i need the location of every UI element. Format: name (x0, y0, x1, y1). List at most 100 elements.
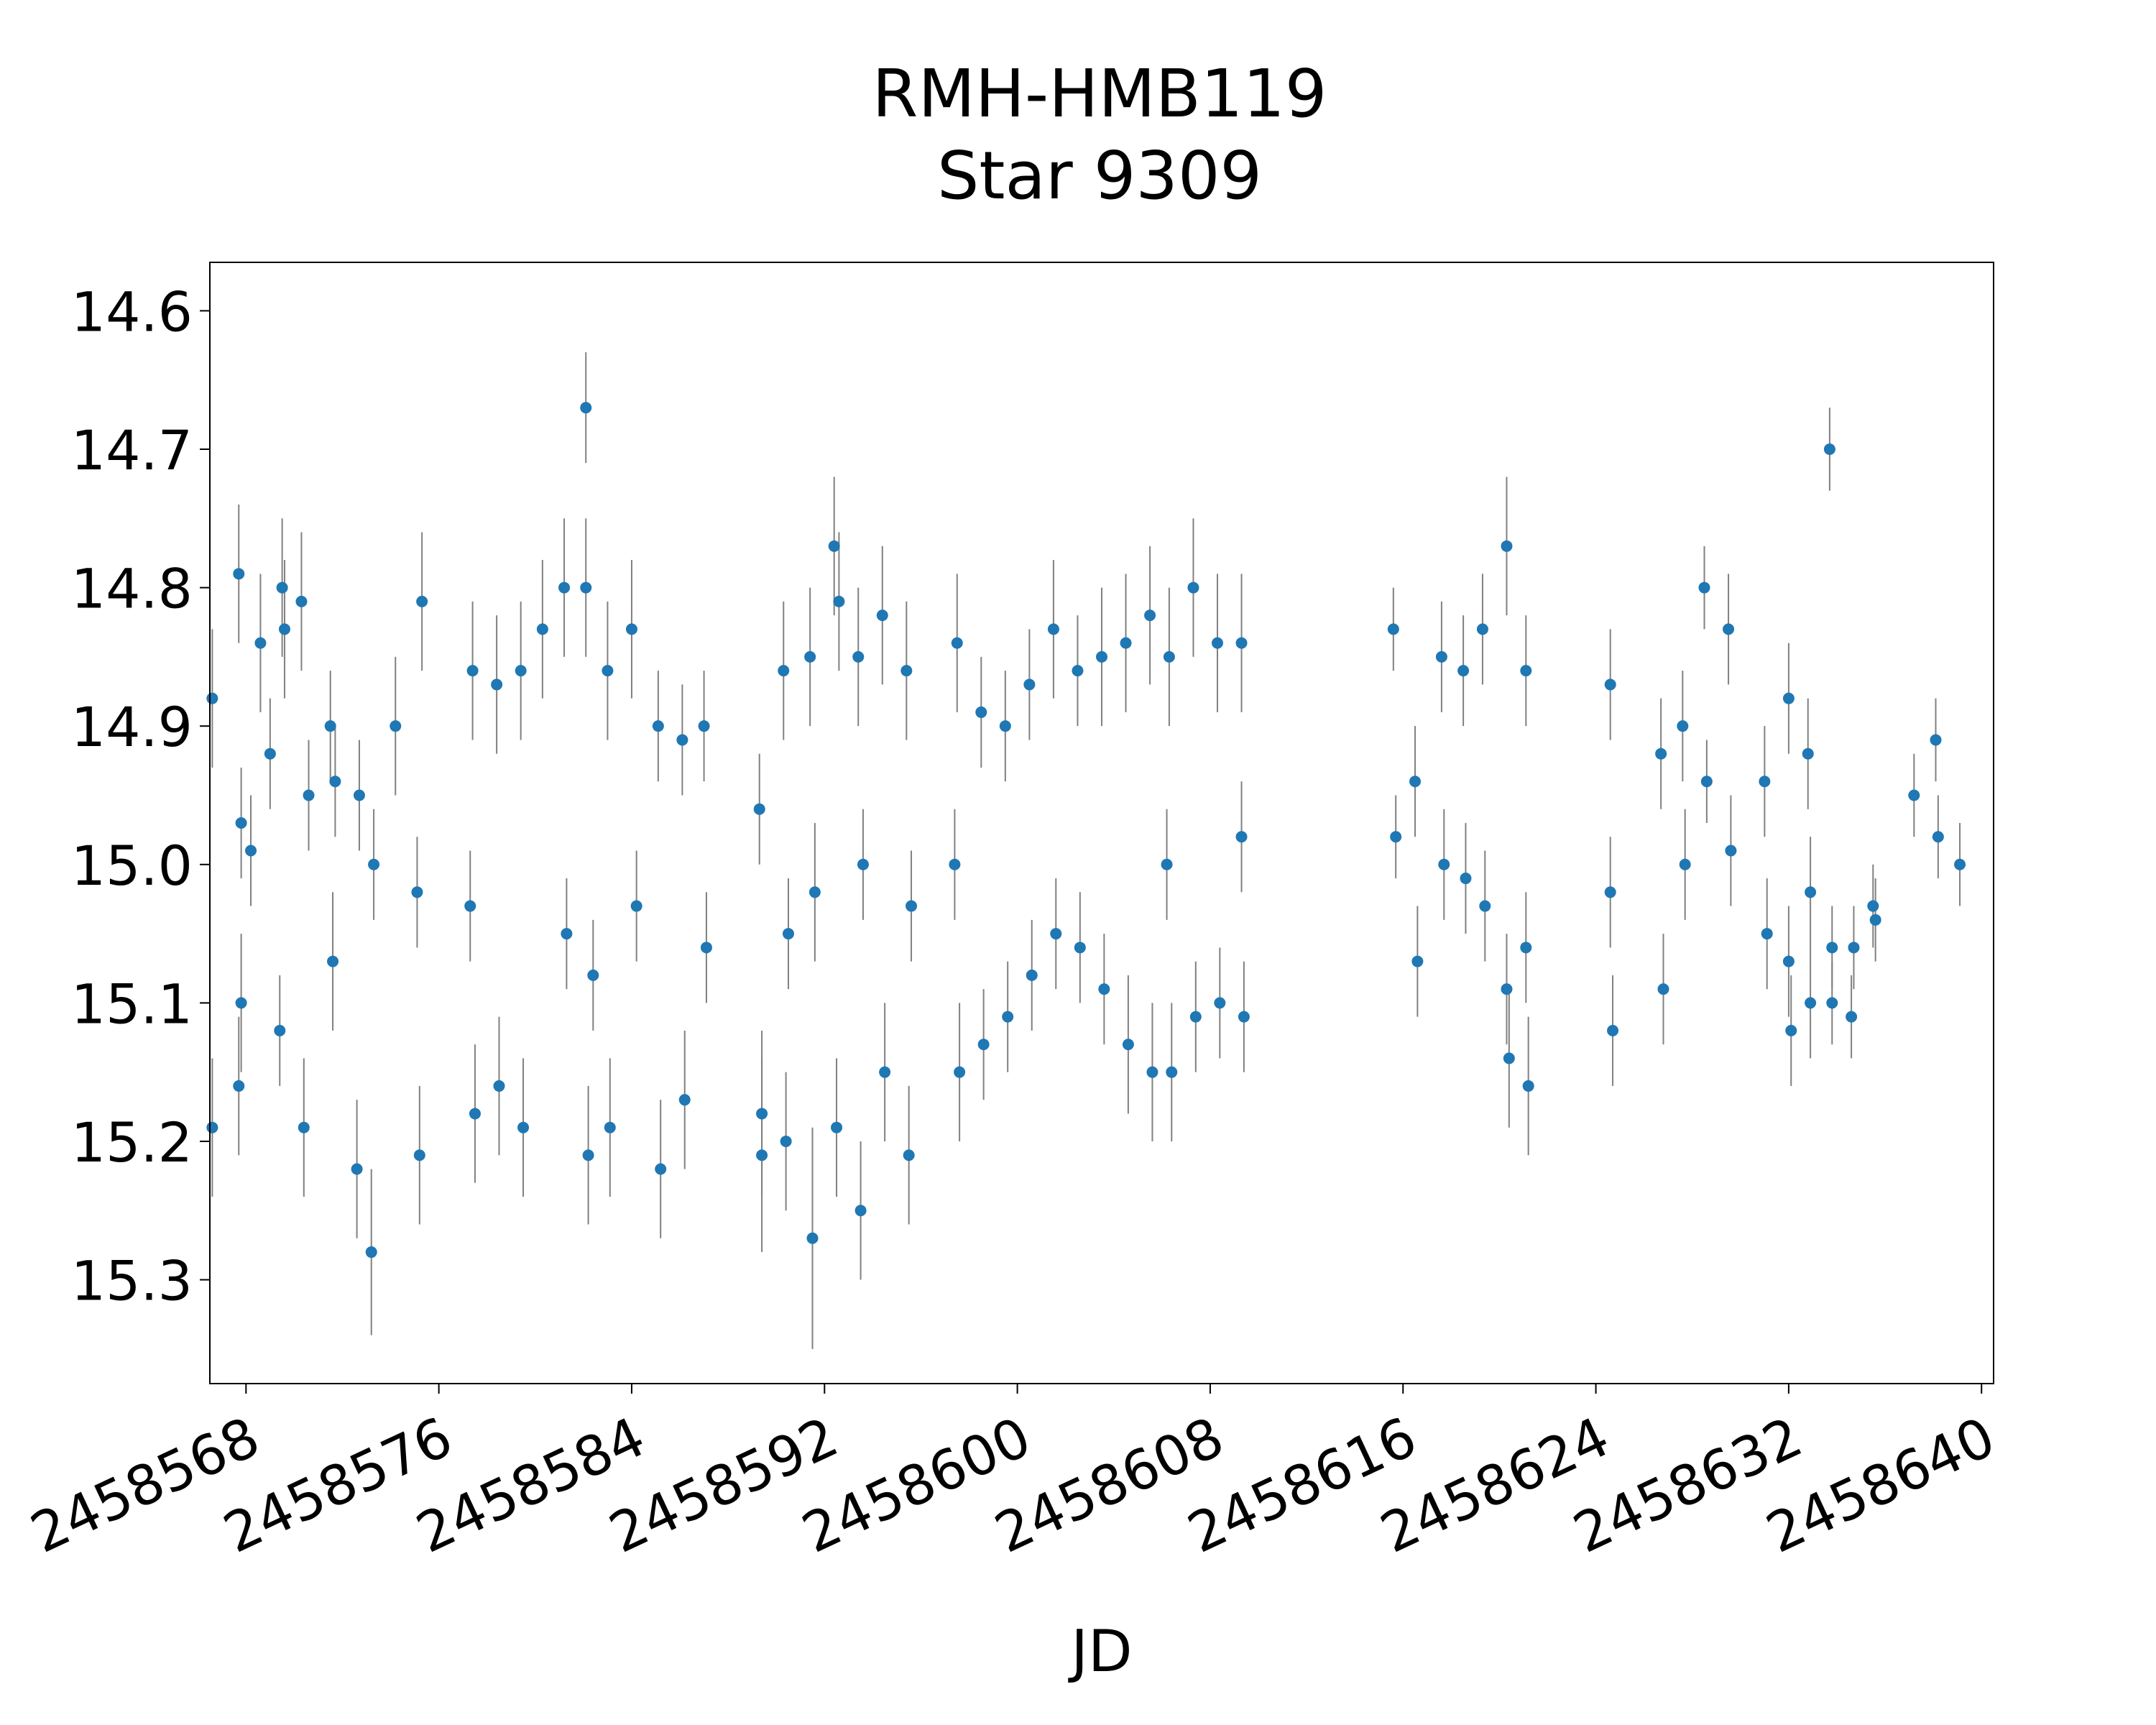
data-point (951, 637, 963, 649)
data-point (1908, 789, 1920, 801)
data-point (833, 595, 845, 607)
data-point (1805, 997, 1817, 1009)
data-point (652, 720, 664, 732)
data-point (1002, 1011, 1014, 1023)
data-point (1954, 858, 1966, 870)
data-point (353, 789, 365, 801)
data-point (1214, 997, 1226, 1009)
data-point (536, 623, 548, 635)
data-point (753, 803, 765, 815)
data-point (324, 720, 336, 732)
data-point (1677, 720, 1689, 732)
data-point (1235, 831, 1248, 843)
data-point (329, 776, 341, 788)
data-point (806, 1232, 819, 1244)
data-point (808, 886, 821, 898)
data-point (303, 789, 315, 801)
data-point (1211, 637, 1223, 649)
data-point (1435, 650, 1447, 663)
data-point (1501, 540, 1513, 552)
data-point (561, 928, 573, 940)
data-point (1846, 1011, 1858, 1023)
data-point (1166, 1066, 1178, 1078)
chart-subtitle: Star 9309 (937, 137, 1262, 214)
data-point (233, 1080, 245, 1092)
data-point (1805, 886, 1817, 898)
data-point (235, 817, 247, 829)
data-point (295, 595, 308, 607)
data-point (351, 1163, 363, 1175)
data-point (206, 692, 218, 704)
data-point (469, 1108, 481, 1120)
y-tick-label: 15.2 (71, 1110, 193, 1174)
data-point (235, 997, 247, 1009)
data-point (857, 858, 869, 870)
y-tick-label: 14.6 (71, 280, 193, 344)
data-point (1120, 637, 1132, 649)
data-point (756, 1108, 768, 1120)
data-point (368, 858, 380, 870)
data-point (580, 581, 592, 594)
data-point (1163, 650, 1175, 663)
data-point (274, 1024, 286, 1036)
data-point (206, 1121, 218, 1133)
data-point (298, 1121, 310, 1133)
data-point (1387, 623, 1399, 635)
data-point (1476, 623, 1488, 635)
data-point (1657, 983, 1669, 995)
data-point (903, 1149, 915, 1162)
data-point (778, 665, 790, 677)
data-point (411, 886, 423, 898)
data-point (587, 969, 599, 981)
data-point (1522, 1080, 1534, 1092)
data-point (879, 1066, 891, 1078)
data-point (1826, 997, 1838, 1009)
data-point (1146, 1066, 1158, 1078)
y-tick-label: 14.8 (71, 557, 193, 621)
data-point (1501, 983, 1513, 995)
data-point (278, 623, 290, 635)
y-axis: 14.6 14.7 14.8 14.9 15.0 15.1 15.2 15.3 (71, 280, 210, 1313)
data-point (1869, 914, 1881, 926)
data-point (655, 1163, 667, 1175)
data-point (264, 748, 276, 760)
data-point (1604, 678, 1616, 691)
data-point (1655, 748, 1667, 760)
data-point (1604, 886, 1616, 898)
data-point (1411, 955, 1424, 967)
data-point (493, 1080, 505, 1092)
data-point (1096, 650, 1107, 663)
chart-title: RMH-HMB119 (872, 55, 1327, 132)
data-point (1050, 928, 1062, 940)
data-point (365, 1246, 377, 1259)
data-point (1723, 623, 1735, 635)
data-point (245, 845, 257, 857)
data-point (756, 1149, 768, 1162)
data-point (906, 900, 918, 912)
data-point (515, 665, 527, 677)
data-point (558, 581, 571, 594)
plot-frame (209, 262, 1994, 1384)
data-point (782, 928, 794, 940)
data-point (1725, 845, 1737, 857)
data-point (1848, 942, 1860, 954)
data-point (678, 1094, 691, 1106)
data-point (1144, 610, 1156, 622)
data-point (854, 1205, 867, 1217)
data-point (1390, 831, 1402, 843)
data-point (413, 1149, 425, 1162)
data-point (1932, 831, 1944, 843)
data-point (954, 1066, 966, 1078)
errorbar-layer (211, 352, 1961, 1349)
data-point (1098, 983, 1110, 995)
x-axis-label: JD (1067, 1618, 1132, 1685)
data-point (1189, 1011, 1202, 1023)
data-point (254, 637, 267, 649)
data-point (276, 581, 288, 594)
data-point (876, 610, 888, 622)
data-point (1047, 623, 1059, 635)
data-point (949, 858, 961, 870)
data-point (1679, 858, 1691, 870)
data-point (327, 955, 339, 967)
